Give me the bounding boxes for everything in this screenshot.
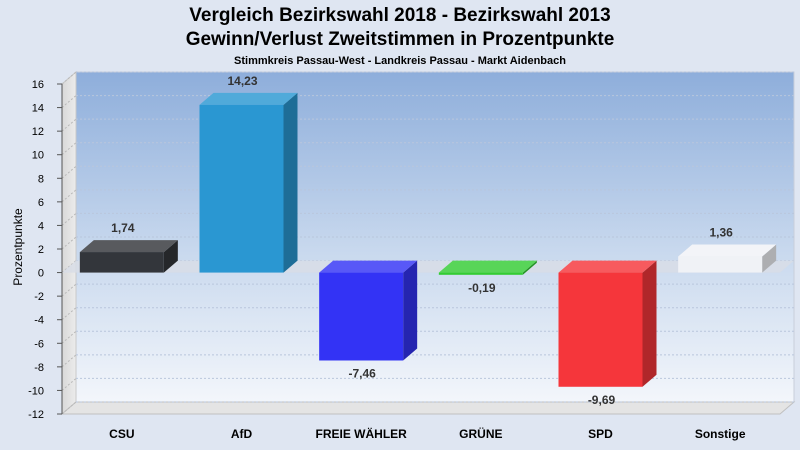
data-label: -9,69 <box>588 393 616 407</box>
bar-top <box>438 260 537 273</box>
y-tick-label: 12 <box>32 126 44 138</box>
bar-front <box>678 256 763 273</box>
bar-top <box>79 240 178 253</box>
grid-line-side <box>61 213 77 226</box>
y-tick-label: -6 <box>34 338 44 350</box>
bar-side <box>522 260 537 275</box>
y-tick-label: -8 <box>34 362 44 374</box>
grid-line-side <box>61 71 77 85</box>
y-tick-label: -2 <box>34 291 44 303</box>
grid-line-side <box>61 401 77 415</box>
data-label: 1,36 <box>709 226 733 240</box>
grid-line-side <box>61 330 77 344</box>
bar-front <box>79 252 164 273</box>
grid-line-side <box>61 95 77 108</box>
data-label: 14,23 <box>227 74 257 88</box>
chart-subtitle: Stimmkreis Passau-West - Landkreis Passa… <box>234 55 566 67</box>
y-tick-label: -10 <box>28 385 44 397</box>
bar-top <box>558 260 657 273</box>
data-label: 1,74 <box>111 221 135 235</box>
data-label: -0,19 <box>468 281 496 295</box>
bar-side <box>163 240 178 273</box>
y-tick-label: -12 <box>28 409 44 421</box>
bar-afd <box>199 92 298 273</box>
bar-sonstige <box>678 244 777 273</box>
y-tick-label: 14 <box>32 103 44 115</box>
y-tick-label: 4 <box>38 220 44 232</box>
x-tick-label: GRÜNE <box>459 426 502 441</box>
grid-line-side <box>61 165 77 179</box>
grid-line-side <box>61 354 77 368</box>
plot-area <box>75 71 795 403</box>
bar-front <box>558 272 643 387</box>
y-axis-label: Prozentpunkte <box>11 208 25 286</box>
bar-front <box>199 104 284 273</box>
data-label: -7,46 <box>348 366 376 380</box>
bar-side <box>762 244 777 273</box>
bar-top <box>199 92 298 105</box>
y-tick-label: 16 <box>32 79 44 91</box>
bar-csu <box>79 240 178 273</box>
chart-title: Vergleich Bezirkswahl 2018 - Bezirkswahl… <box>189 5 610 26</box>
bar-side <box>642 260 657 387</box>
bar-top <box>319 260 418 273</box>
x-tick-label: Sonstige <box>695 427 746 441</box>
y-tick-label: 8 <box>38 173 44 185</box>
x-tick-label: AfD <box>231 427 253 441</box>
bar-freie-w-hler <box>319 260 418 361</box>
y-tick-label: -4 <box>34 315 44 327</box>
grid-line-side <box>61 283 77 297</box>
floor <box>60 401 796 415</box>
x-tick-label: CSU <box>109 427 134 441</box>
bar-front <box>319 272 404 361</box>
bar-top <box>678 244 777 257</box>
grid-line-side <box>61 118 77 132</box>
bar-side <box>283 92 298 273</box>
chart-title-line-2: Gewinn/Verlust Zweitstimmen in Prozentpu… <box>186 29 615 50</box>
x-tick-label: FREIE WÄHLER <box>315 426 407 441</box>
y-tick-label: 6 <box>38 197 44 209</box>
bar-side <box>403 260 418 361</box>
grid-line-side <box>61 236 77 250</box>
grid-line-side <box>61 142 77 156</box>
y-tick-label: 10 <box>32 150 44 162</box>
bar-front <box>438 272 523 275</box>
bar-spd <box>558 260 657 387</box>
grid-line-side <box>61 189 77 203</box>
y-tick-label: 2 <box>38 244 44 256</box>
x-tick-label: SPD <box>588 427 613 441</box>
bar-gr-ne <box>438 260 537 275</box>
grid-line-side <box>61 307 77 321</box>
grid-line-side <box>61 378 77 391</box>
y-tick-label: 0 <box>38 268 44 280</box>
